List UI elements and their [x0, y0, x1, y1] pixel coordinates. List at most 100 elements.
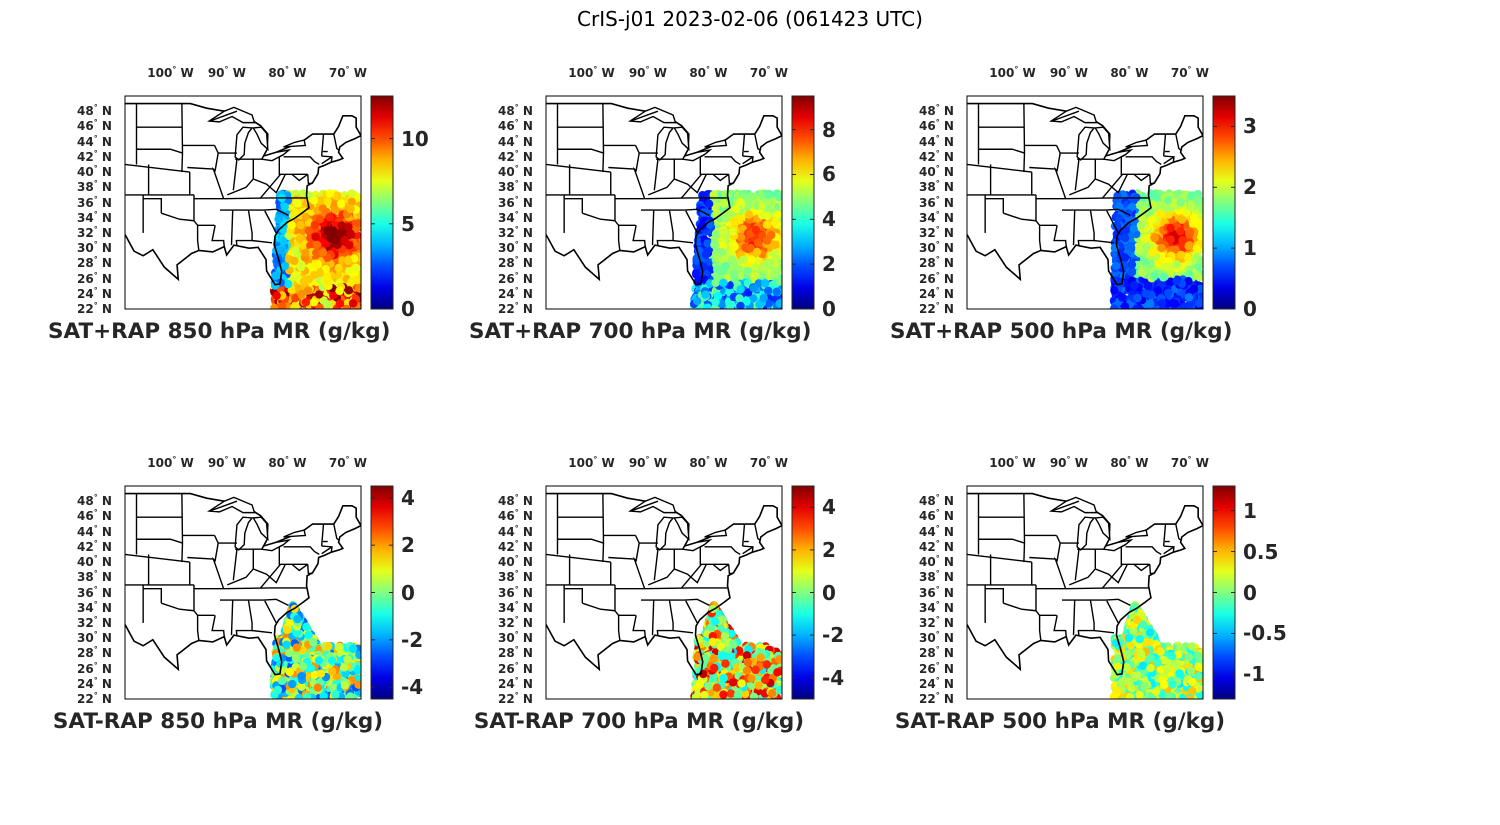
data-point	[318, 248, 328, 257]
data-point	[771, 254, 780, 263]
state-border	[712, 173, 730, 182]
data-point	[291, 189, 301, 198]
data-point	[297, 290, 306, 299]
data-point	[275, 214, 284, 223]
state-border	[653, 159, 659, 191]
lat-tick-label: 30° N	[498, 240, 533, 256]
data-point	[270, 281, 280, 290]
data-point	[1114, 202, 1124, 211]
data-point	[1193, 262, 1203, 272]
colorbar-tick-label: 10	[401, 126, 429, 151]
state-border	[967, 163, 1032, 173]
data-point	[1140, 234, 1149, 243]
lat-tick-label: 42° N	[919, 148, 954, 164]
data-point	[1156, 209, 1165, 218]
lat-tick-label: 26° N	[498, 270, 533, 286]
state-border	[648, 174, 707, 196]
data-point	[301, 298, 311, 307]
data-point	[344, 286, 354, 295]
data-point	[1166, 277, 1175, 286]
map-svg	[124, 95, 394, 310]
data-point	[342, 304, 351, 309]
data-point	[775, 299, 782, 308]
data-point	[1184, 277, 1193, 286]
lake	[681, 148, 713, 162]
data-point	[1127, 202, 1137, 212]
lake	[627, 106, 677, 124]
state-border	[320, 133, 325, 157]
lat-tick-label: 24° N	[77, 285, 112, 301]
data-point	[1127, 267, 1137, 277]
state-border	[1035, 194, 1042, 251]
lat-tick-label: 38° N	[919, 179, 954, 195]
data-point	[1185, 300, 1194, 309]
state-border	[1125, 156, 1162, 166]
state-border	[1053, 145, 1067, 199]
data-point	[347, 197, 356, 206]
data-point	[1120, 302, 1130, 309]
data-point	[322, 272, 332, 281]
state-border	[1120, 153, 1126, 158]
data-point	[310, 220, 320, 230]
data-point	[1166, 223, 1175, 233]
state-border	[161, 212, 195, 222]
lat-tick-label: 36° N	[919, 194, 954, 210]
state-border	[699, 153, 705, 158]
data-point	[344, 223, 353, 232]
state-border	[1163, 156, 1175, 165]
data-point	[1150, 234, 1159, 243]
colorbar-tick-label: 2	[1243, 175, 1257, 200]
data-point	[325, 212, 334, 222]
data-point	[765, 258, 774, 268]
state-border	[741, 133, 746, 157]
lat-tick-label: 26° N	[77, 270, 112, 286]
state-border	[1023, 103, 1026, 173]
lon-tick-label: 100° W	[568, 65, 615, 80]
map-panel: 0 5 10 100° W 90° W 80° W 70° W 48° N 46° N 44° N…	[48, 55, 475, 375]
state-border	[564, 197, 584, 214]
data-point	[299, 189, 308, 198]
data-point	[732, 204, 741, 214]
data-point	[704, 199, 714, 208]
lon-tick-label: 70° W	[749, 65, 788, 80]
lon-tick-label: 90° W	[207, 65, 246, 80]
state-border	[632, 225, 646, 247]
lon-tick-label: 80° W	[1110, 65, 1149, 80]
data-point	[1187, 202, 1197, 211]
data-point	[331, 235, 340, 245]
data-point	[316, 196, 326, 205]
colorbar-tick-label: 0	[401, 297, 415, 321]
data-point	[701, 290, 710, 299]
state-border	[211, 145, 225, 199]
state-border	[557, 148, 604, 154]
data-point	[346, 278, 356, 287]
state-border	[1093, 239, 1115, 244]
data-point	[1120, 253, 1130, 262]
data-point	[280, 262, 289, 271]
data-point	[1153, 286, 1162, 295]
data-point	[773, 210, 782, 219]
data-point	[335, 299, 345, 308]
data-point	[1172, 276, 1181, 285]
data-point	[703, 303, 712, 309]
lon-tick-label: 70° W	[1170, 65, 1209, 80]
lake	[234, 126, 254, 161]
panel-title: SAT+RAP 500 hPa MR (g/kg)	[890, 319, 1233, 344]
data-point	[762, 236, 772, 245]
data-point	[752, 247, 762, 257]
data-point	[1185, 270, 1194, 279]
data-point	[719, 265, 729, 275]
data-point	[284, 279, 293, 289]
data-point	[1177, 215, 1187, 224]
state-border	[227, 174, 286, 196]
data-point	[749, 294, 758, 303]
data-point	[1157, 243, 1166, 253]
data-point	[736, 285, 745, 294]
lat-tick-label: 44° N	[919, 133, 954, 149]
data-point	[718, 241, 727, 251]
state-border	[251, 239, 273, 244]
data-point	[272, 271, 281, 280]
lake	[1102, 148, 1134, 162]
state-border	[1175, 133, 1182, 151]
lat-tick-label: 22° N	[919, 301, 954, 316]
